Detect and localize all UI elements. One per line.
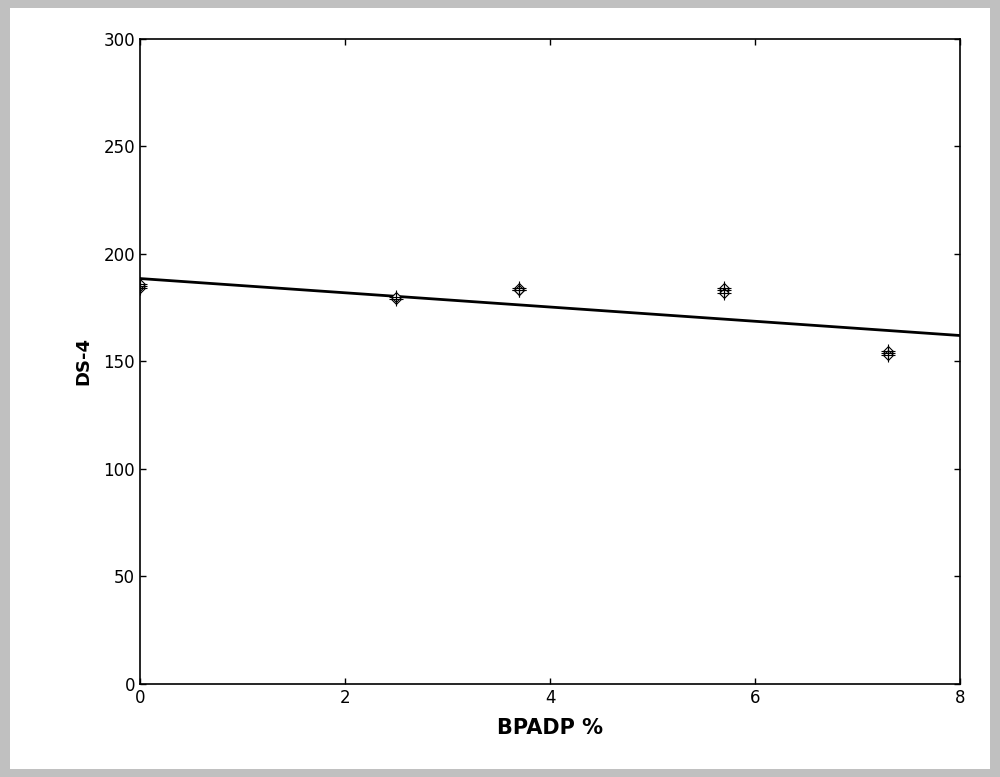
Point xyxy=(880,349,896,361)
Point xyxy=(388,291,404,303)
Point xyxy=(880,349,896,361)
Point xyxy=(716,282,732,294)
Point xyxy=(511,284,527,297)
Point xyxy=(132,277,148,290)
Point xyxy=(132,280,148,292)
Point xyxy=(880,344,896,357)
Point xyxy=(511,282,527,294)
Point xyxy=(716,284,732,297)
Point xyxy=(716,282,732,294)
X-axis label: BPADP %: BPADP % xyxy=(497,718,603,737)
Point xyxy=(880,344,896,357)
Y-axis label: DS-4: DS-4 xyxy=(74,337,92,385)
Point xyxy=(388,293,404,305)
Point xyxy=(132,277,148,290)
Point xyxy=(716,284,732,297)
Point xyxy=(132,282,148,294)
Point xyxy=(388,293,404,305)
Point xyxy=(511,284,527,297)
Point xyxy=(511,284,527,297)
Point xyxy=(716,286,732,298)
Point xyxy=(511,282,527,294)
Point xyxy=(132,280,148,292)
Point xyxy=(716,286,732,298)
Point xyxy=(511,284,527,297)
Point xyxy=(880,347,896,359)
Point xyxy=(388,291,404,303)
Point xyxy=(132,282,148,294)
Point xyxy=(880,347,896,359)
